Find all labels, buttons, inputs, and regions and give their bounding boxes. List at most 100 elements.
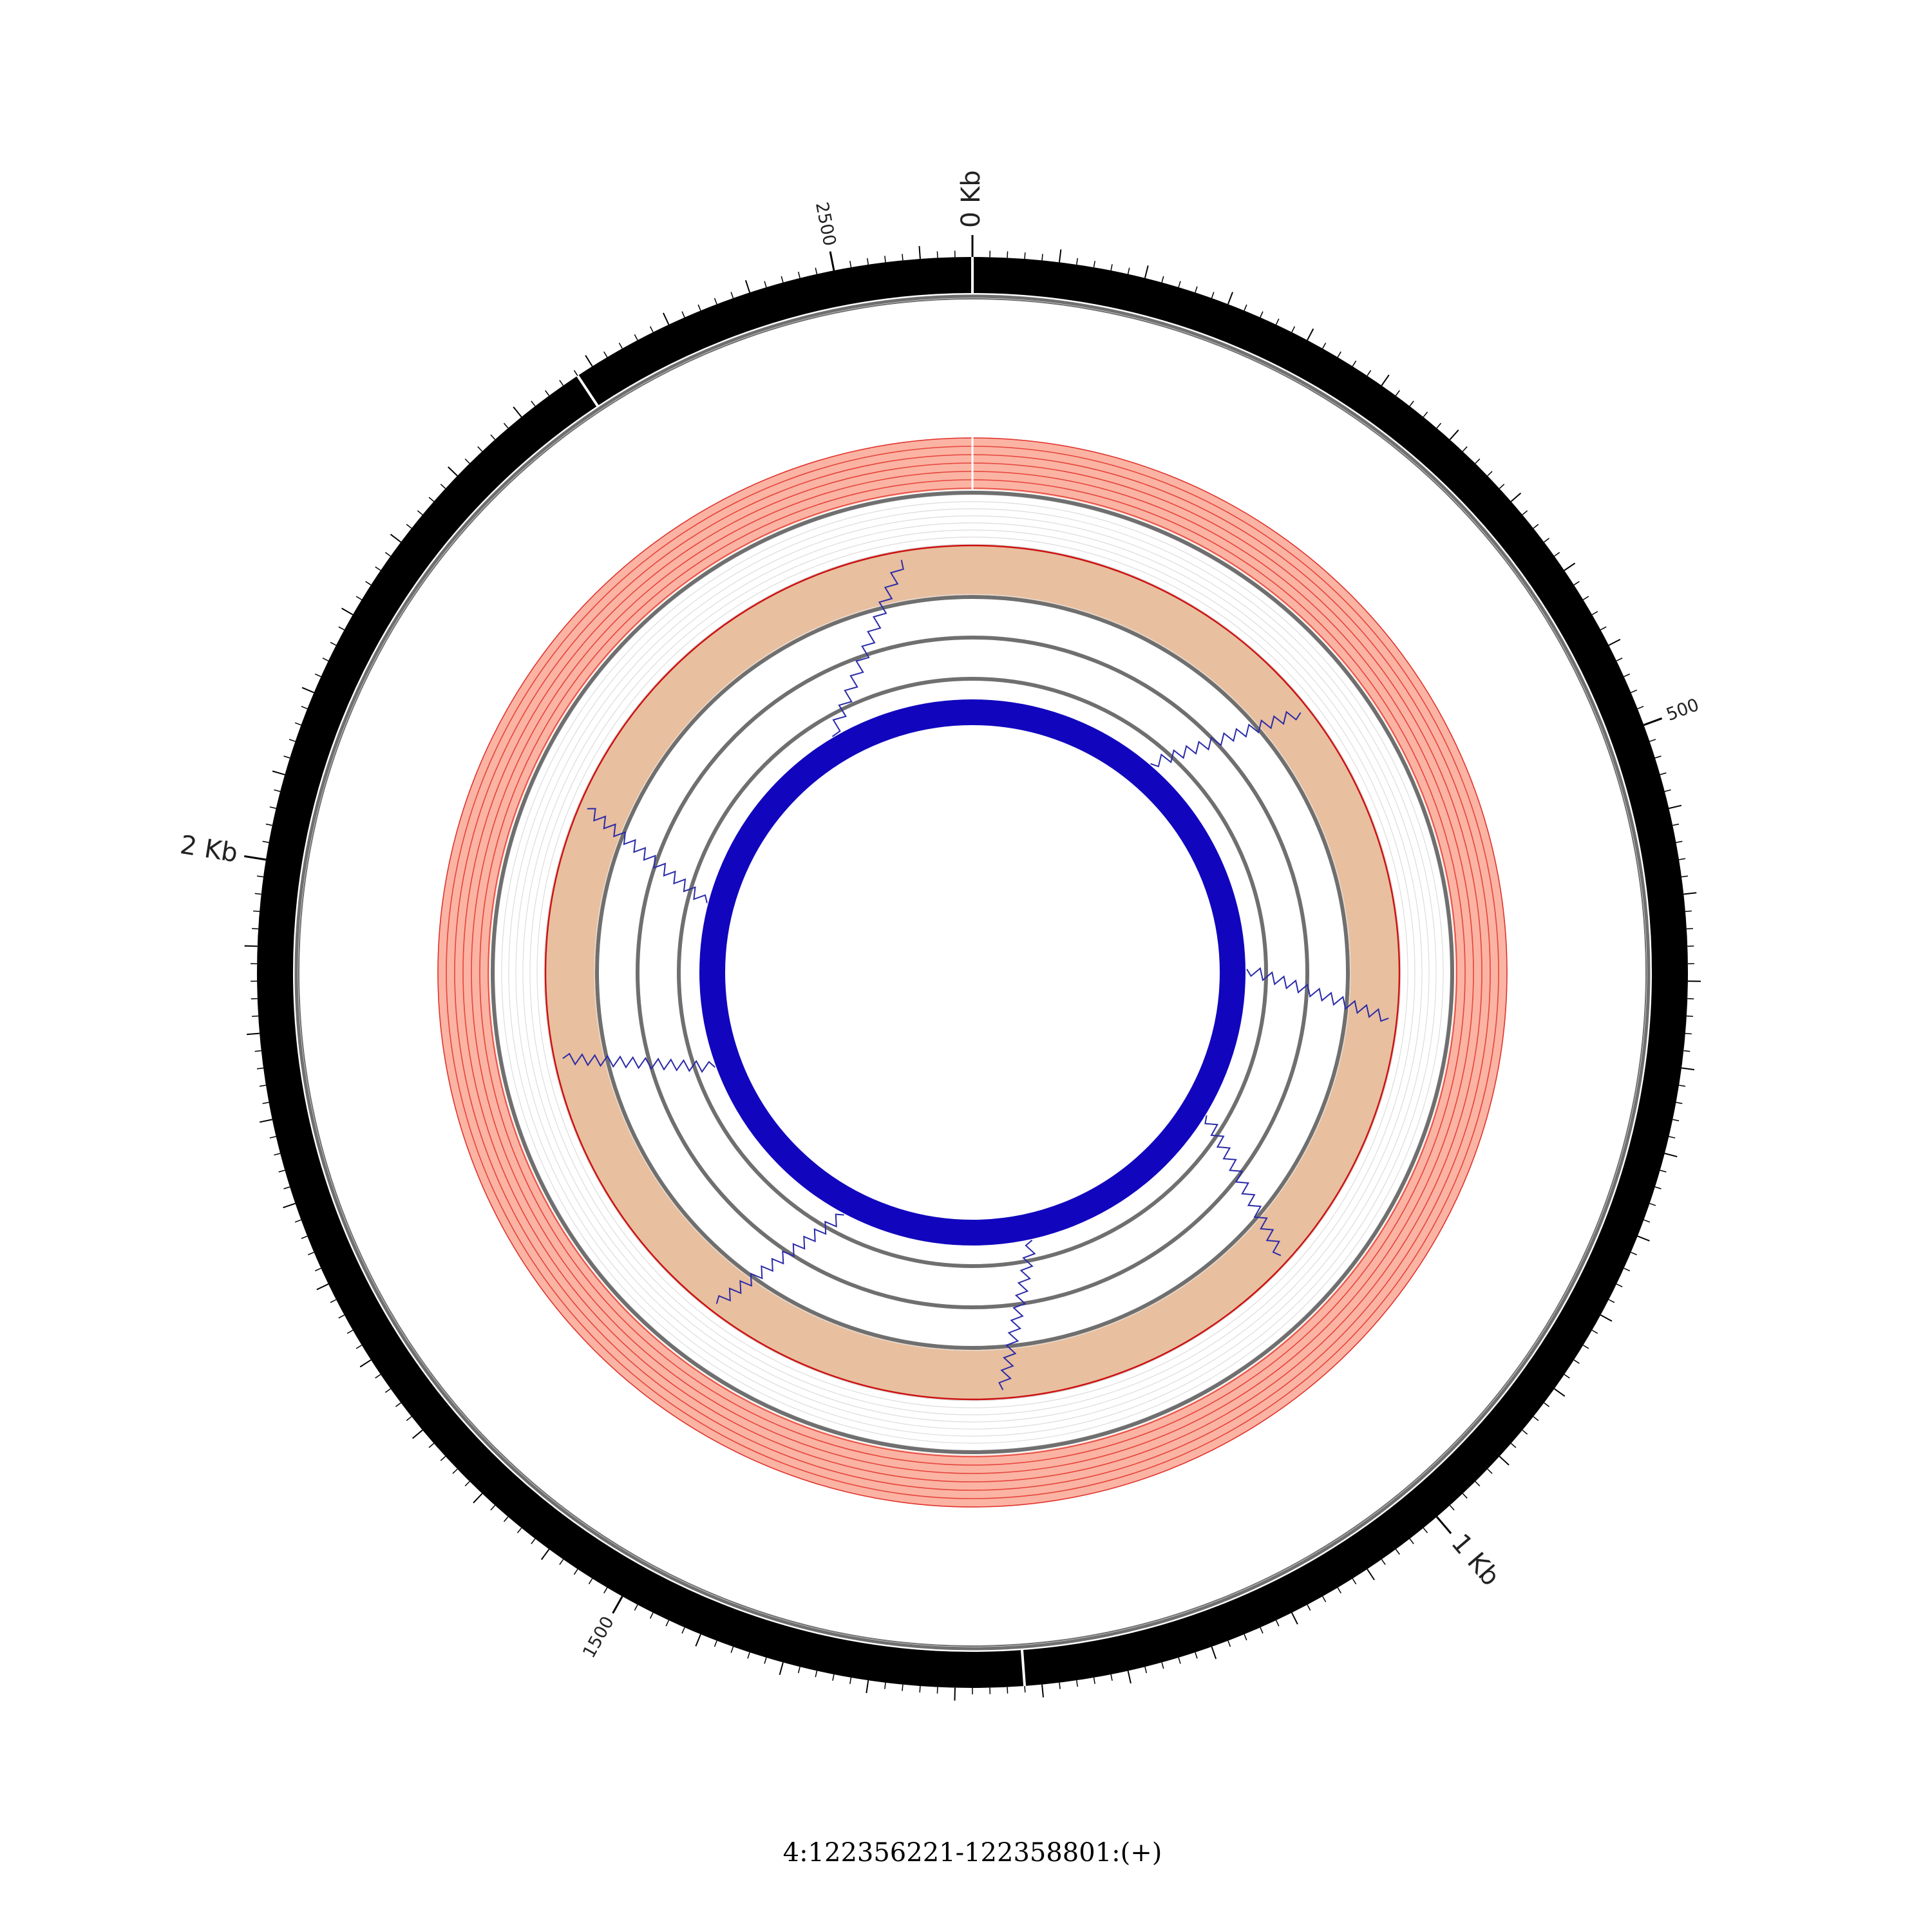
- tick-1100: [1291, 1612, 1298, 1625]
- tick-2050: [272, 770, 285, 775]
- tick-390: [1554, 552, 1560, 557]
- tick-1150: [1211, 1646, 1217, 1660]
- tick-1790: [294, 1219, 301, 1223]
- tick-1910: [252, 1015, 259, 1017]
- grid-ring-1: [536, 536, 1408, 1408]
- segment-boundary-2: [576, 374, 600, 408]
- tick-1090: [1307, 1604, 1311, 1611]
- tick-2140: [338, 626, 345, 630]
- tick-40: [1041, 254, 1043, 261]
- outer-outline-ring-0: [294, 294, 1651, 1651]
- tick-label: 500: [1663, 695, 1701, 725]
- tick-2300: [513, 406, 522, 418]
- tick-870: [1582, 1345, 1589, 1349]
- inner-outline-ring-2: [677, 677, 1268, 1268]
- tick-2130: [330, 641, 337, 646]
- tick-990: [1449, 1504, 1455, 1511]
- tick-410: [1573, 581, 1580, 585]
- tick-2490: [815, 267, 818, 274]
- tick-2480: [797, 271, 800, 278]
- tick-740: [1669, 1136, 1676, 1139]
- link-6: [562, 1052, 715, 1074]
- tick-1440: [714, 1640, 717, 1647]
- tick-1160: [1195, 1652, 1198, 1659]
- tick-2150: [341, 607, 354, 616]
- tick-1080: [1322, 1596, 1327, 1602]
- tick-1370: [832, 1674, 835, 1681]
- tick-1740: [330, 1299, 337, 1303]
- tick-140: [1211, 292, 1215, 299]
- tick-2290: [503, 422, 509, 429]
- tick-490: [1637, 706, 1644, 710]
- outer-outline-ring-1: [298, 298, 1647, 1647]
- tick-520: [1654, 755, 1662, 759]
- tick-940: [1510, 1443, 1517, 1448]
- tick-1830: [274, 1153, 281, 1156]
- tick-2530: [884, 256, 886, 263]
- tick-2230: [428, 497, 435, 502]
- tick-2420: [697, 304, 701, 311]
- tick-1770: [307, 1251, 314, 1256]
- tick-920: [1533, 1416, 1539, 1421]
- tick-2000: [244, 855, 267, 861]
- salmon-band: [438, 438, 1507, 1507]
- region-caption: 4:122356221-122358801:(+): [783, 1838, 1162, 1868]
- tick-2200: [390, 533, 402, 543]
- tick-800: [1637, 1235, 1650, 1242]
- tick-1250: [1041, 1684, 1044, 1698]
- tick-2040: [274, 789, 281, 792]
- tick-1420: [747, 1652, 750, 1659]
- tick-2160: [355, 596, 363, 600]
- tick-790: [1643, 1219, 1651, 1223]
- tick-2310: [531, 401, 536, 407]
- tick-2470: [781, 276, 784, 283]
- tick-1860: [262, 1102, 269, 1104]
- tick-1480: [649, 1612, 654, 1619]
- tick-1520: [588, 1578, 593, 1585]
- tick-110: [1161, 276, 1164, 283]
- grid-ring-2: [529, 529, 1416, 1416]
- tick-2360: [603, 351, 608, 358]
- tick-1650: [412, 1429, 423, 1439]
- tick-200: [1307, 328, 1314, 341]
- link-3: [1204, 1115, 1282, 1256]
- tick-880: [1573, 1359, 1580, 1364]
- tick-1610: [464, 1481, 470, 1487]
- tick-2180: [375, 566, 381, 571]
- tick-1900: [247, 1032, 260, 1036]
- tick-210: [1322, 343, 1327, 349]
- core-ring: [699, 699, 1245, 1245]
- tick-1130: [1244, 1634, 1247, 1641]
- tick-600: [1683, 892, 1697, 895]
- tick-1010: [1423, 1528, 1428, 1533]
- tick-2060: [283, 755, 290, 759]
- tick-1840: [269, 1136, 276, 1139]
- tick-1350: [866, 1680, 869, 1694]
- tick-300: [1449, 429, 1459, 440]
- tick-2270: [477, 446, 483, 452]
- tick-1340: [884, 1682, 886, 1689]
- tick-550: [1669, 804, 1682, 810]
- tick-1030: [1395, 1549, 1400, 1555]
- tick-1780: [301, 1235, 308, 1239]
- tick-2510: [849, 261, 852, 268]
- tick-2320: [545, 390, 550, 396]
- tick-1800: [283, 1202, 296, 1209]
- tick-560: [1672, 823, 1680, 826]
- tick-1450: [695, 1634, 701, 1647]
- tick-320: [1475, 458, 1481, 464]
- tick-250: [1381, 374, 1390, 386]
- tick-1760: [314, 1267, 321, 1272]
- link-1: [1150, 710, 1302, 768]
- tick-340: [1499, 484, 1505, 489]
- tick-1240: [1059, 1682, 1061, 1689]
- tick-1180: [1161, 1662, 1164, 1669]
- tick-2070: [289, 739, 296, 742]
- tick-830: [1616, 1283, 1623, 1287]
- tick-770: [1654, 1186, 1662, 1189]
- link-4: [998, 1240, 1036, 1390]
- tick-70: [1093, 261, 1095, 268]
- inner-outline-ring-1: [636, 636, 1309, 1309]
- tick-310: [1462, 446, 1468, 452]
- tick-540: [1664, 789, 1671, 792]
